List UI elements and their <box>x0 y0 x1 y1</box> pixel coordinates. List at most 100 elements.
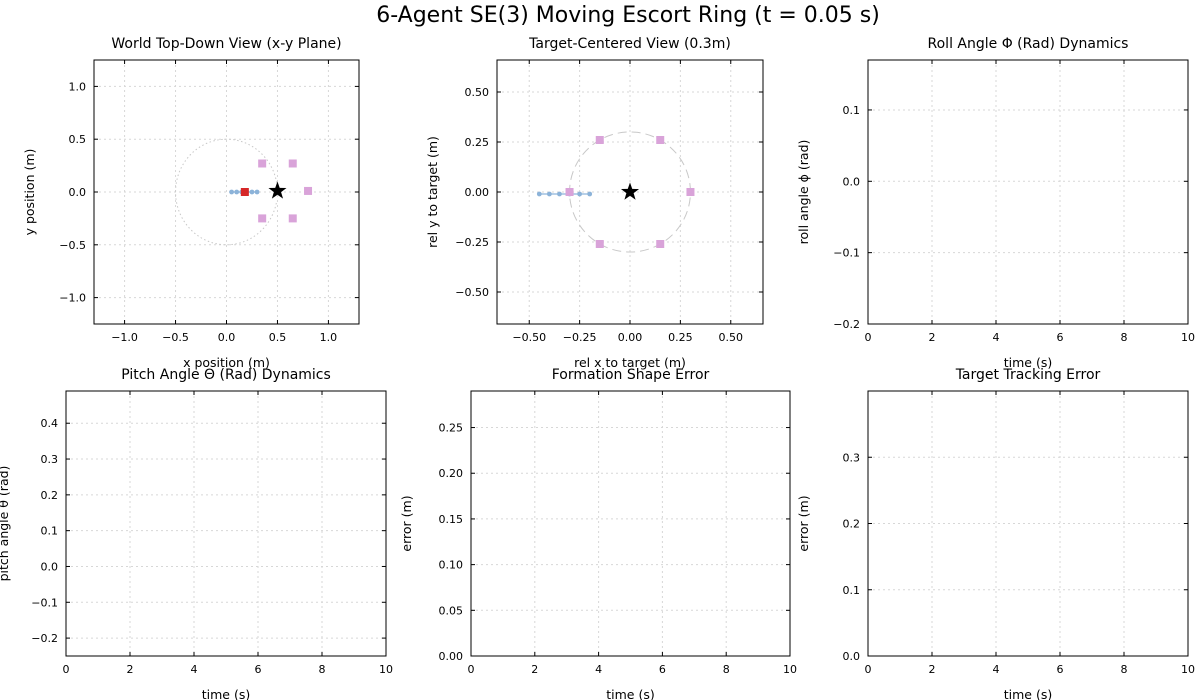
x-tick-label: 0 <box>865 331 872 344</box>
x-tick-label: 2 <box>127 663 134 676</box>
x-tick-label: −0.25 <box>563 331 597 344</box>
chart-title: Target-Centered View (0.3m) <box>528 36 731 52</box>
y-tick-label: −0.2 <box>31 632 58 645</box>
y-tick-label: 0.3 <box>843 451 861 464</box>
y-tick-label: 0.00 <box>439 650 464 663</box>
chart-roll: 0 2 4 6 8 10 −0.2 −0.1 0.0 0.1 Roll Angle Φ (Rad) … <box>796 36 1195 370</box>
trail-point <box>229 189 234 195</box>
y-tick-label: 0.05 <box>439 604 464 617</box>
x-tick-label: 2 <box>531 663 538 676</box>
y-tick-label: −1.0 <box>59 292 86 305</box>
x-tick-label: 0.00 <box>618 331 643 344</box>
agent-marker <box>258 159 267 168</box>
y-tick-label: 0.1 <box>41 525 59 538</box>
x-tick-label: 0 <box>865 663 872 676</box>
y-tick-label: −0.1 <box>833 247 860 260</box>
agent-marker <box>258 214 267 223</box>
agent-marker <box>288 214 297 223</box>
trail-point <box>557 191 562 197</box>
x-tick-label: 0.0 <box>218 331 236 344</box>
y-tick-label: 0.1 <box>843 584 861 597</box>
grid-lines <box>867 391 1189 657</box>
chart-pitch: 0 2 4 6 8 10 −0.2 −0.1 0.0 0.1 0.2 0.3 0.4 Pitch Angl… <box>0 367 393 700</box>
trail-point <box>249 189 255 195</box>
y-tick-label: 0.5 <box>69 133 87 146</box>
grid-lines <box>65 391 387 656</box>
chart-target: −0.50 −0.25 0.00 0.25 0.50 −0.50 −0.25 0.00 0.25… <box>425 36 764 370</box>
target-star <box>620 182 640 200</box>
x-tick-label: 10 <box>783 663 797 676</box>
trail-point <box>254 189 260 195</box>
y-tick-label: 0.0 <box>843 650 861 663</box>
y-tick-label: 0.25 <box>439 422 464 435</box>
x-tick-label: 2 <box>929 663 936 676</box>
y-tick-label: 0.0 <box>69 186 87 199</box>
y-tick-label: 0.20 <box>439 467 464 480</box>
x-axis-label: time (s) <box>202 687 250 700</box>
trail-point <box>587 191 593 197</box>
trail-point <box>546 191 552 197</box>
agent-marker <box>595 240 604 248</box>
grid-lines <box>867 60 1189 325</box>
figure-title: 6-Agent SE(3) Moving Escort Ring (t = 0.… <box>376 3 880 28</box>
y-tick-label: 0.1 <box>843 104 861 117</box>
agent-marker <box>686 188 695 196</box>
x-tick-label: −0.5 <box>162 331 189 344</box>
y-tick-label: −0.2 <box>833 318 860 331</box>
y-tick-label: 0.2 <box>41 489 59 502</box>
y-axis-label: error (m) <box>796 495 811 551</box>
chart-tracking: 0 2 4 6 8 10 0.0 0.1 0.2 0.3 Target Tracking Error… <box>796 367 1195 700</box>
x-tick-label: 8 <box>319 663 326 676</box>
x-tick-label: 4 <box>191 663 198 676</box>
y-tick-label: 0.0 <box>843 175 861 188</box>
grid-lines <box>94 60 359 324</box>
chart-title: World Top-Down View (x-y Plane) <box>111 36 341 52</box>
agent-marker <box>656 136 665 144</box>
agent-marker <box>595 136 604 144</box>
x-axis-label: time (s) <box>1004 687 1052 700</box>
x-tick-label: 8 <box>1121 663 1128 676</box>
y-tick-label: 0.10 <box>439 559 464 572</box>
y-tick-label: 0.2 <box>843 518 861 531</box>
agent-marker <box>656 240 665 248</box>
x-tick-label: 0.25 <box>668 331 693 344</box>
x-tick-label: 0.50 <box>719 331 744 344</box>
trail-point <box>536 191 542 197</box>
y-axis-label: rel y to target (m) <box>425 136 440 248</box>
plot-frame <box>470 390 791 657</box>
x-tick-label: 10 <box>1181 331 1195 344</box>
y-tick-label: −0.5 <box>59 239 86 252</box>
x-tick-label: 0 <box>63 663 70 676</box>
y-tick-label: 0.00 <box>465 186 490 199</box>
y-axis-label: error (m) <box>399 495 414 551</box>
x-tick-label: 0 <box>468 663 475 676</box>
x-tick-label: 8 <box>723 663 730 676</box>
x-tick-label: 10 <box>1181 663 1195 676</box>
x-tick-label: 6 <box>1057 331 1064 344</box>
x-tick-label: 10 <box>379 663 393 676</box>
x-tick-label: 4 <box>595 663 602 676</box>
x-tick-label: 2 <box>929 331 936 344</box>
chart-shape: 0 2 4 6 8 10 0.00 0.05 0.10 0.15 0.20 0.25 Formation… <box>399 367 797 700</box>
x-axis-label: rel x to target (m) <box>574 355 686 370</box>
trail-point <box>577 191 583 197</box>
agent-marker <box>304 186 313 195</box>
y-axis-label: roll angle ϕ (rad) <box>796 140 811 245</box>
plot-frame <box>867 59 1189 325</box>
agent-marker <box>565 188 574 196</box>
grid-lines <box>470 391 791 657</box>
x-tick-label: 4 <box>993 663 1000 676</box>
x-tick-label: 1.0 <box>320 331 338 344</box>
agent-marker <box>288 159 297 168</box>
agent-marker <box>240 188 249 196</box>
y-tick-label: 0.50 <box>465 86 490 99</box>
y-tick-label: 0.15 <box>439 513 464 526</box>
y-tick-label: 0.0 <box>41 560 59 573</box>
y-tick-label: 0.4 <box>41 417 59 430</box>
y-tick-label: 0.25 <box>465 136 490 149</box>
formation-circle <box>175 138 278 246</box>
chart-title: Target Tracking Error <box>955 367 1101 383</box>
x-tick-label: 0.5 <box>269 331 287 344</box>
x-tick-label: −1.0 <box>111 331 138 344</box>
